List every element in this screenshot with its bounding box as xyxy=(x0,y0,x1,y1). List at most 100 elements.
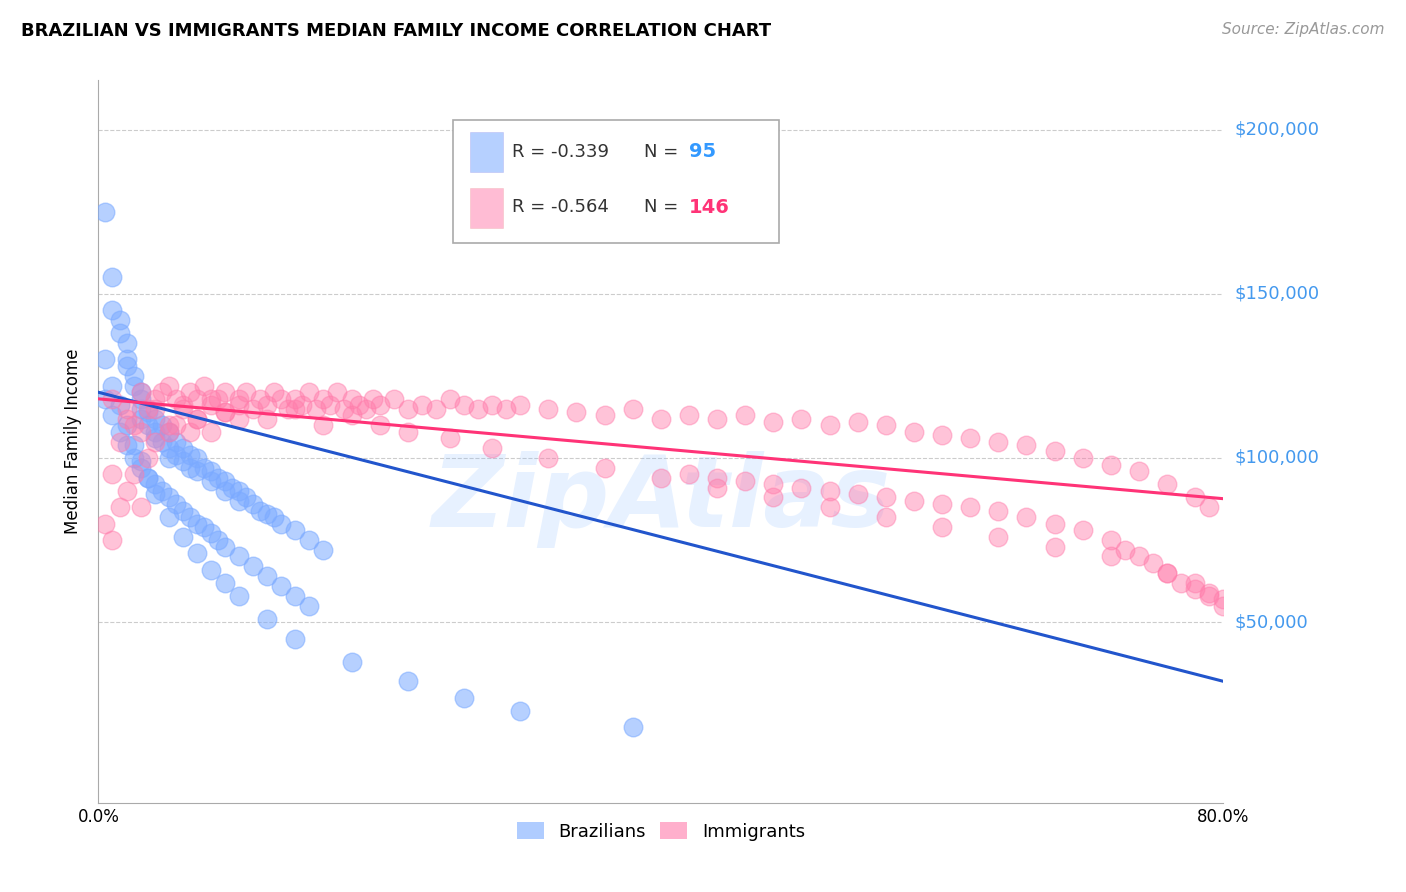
Point xyxy=(284,401,307,416)
Point xyxy=(186,411,208,425)
FancyBboxPatch shape xyxy=(470,132,503,172)
Point xyxy=(172,503,194,517)
Point xyxy=(1015,510,1038,524)
Point xyxy=(270,579,292,593)
Point xyxy=(495,401,517,416)
Point xyxy=(115,411,138,425)
Point xyxy=(143,431,166,445)
Point xyxy=(242,497,264,511)
FancyBboxPatch shape xyxy=(453,120,779,243)
Point xyxy=(157,378,180,392)
Point xyxy=(284,632,307,646)
Point xyxy=(340,392,363,406)
Point xyxy=(157,491,180,505)
Point xyxy=(818,500,841,515)
Point xyxy=(1099,549,1122,564)
Point xyxy=(1099,533,1122,547)
Point xyxy=(298,599,321,613)
Point xyxy=(1128,549,1150,564)
Point xyxy=(150,434,173,449)
Point xyxy=(200,425,222,439)
Point xyxy=(214,405,236,419)
Point xyxy=(256,411,278,425)
Point xyxy=(136,471,159,485)
Point xyxy=(425,401,447,416)
Point xyxy=(1114,542,1136,557)
Point xyxy=(1184,575,1206,590)
Point xyxy=(818,483,841,498)
Point xyxy=(846,487,869,501)
Text: BRAZILIAN VS IMMIGRANTS MEDIAN FAMILY INCOME CORRELATION CHART: BRAZILIAN VS IMMIGRANTS MEDIAN FAMILY IN… xyxy=(21,22,772,40)
Point xyxy=(200,526,222,541)
Point xyxy=(214,385,236,400)
Text: 95: 95 xyxy=(689,143,716,161)
Point xyxy=(333,401,356,416)
Point xyxy=(537,401,560,416)
Point xyxy=(1184,491,1206,505)
Point xyxy=(249,503,271,517)
Point xyxy=(706,481,728,495)
Point xyxy=(129,385,152,400)
Point xyxy=(298,385,321,400)
Point xyxy=(228,392,250,406)
Point xyxy=(1184,582,1206,597)
Point xyxy=(790,411,813,425)
Point xyxy=(200,563,222,577)
Point xyxy=(143,477,166,491)
Text: $50,000: $50,000 xyxy=(1234,613,1308,632)
Point xyxy=(734,409,756,423)
Point xyxy=(270,516,292,531)
Point xyxy=(312,418,335,433)
Point xyxy=(214,483,236,498)
Point xyxy=(179,425,201,439)
Point xyxy=(186,546,208,560)
Point xyxy=(172,530,194,544)
Point xyxy=(256,612,278,626)
Point xyxy=(221,481,243,495)
Point xyxy=(1015,438,1038,452)
Point xyxy=(235,491,257,505)
Point xyxy=(179,448,201,462)
Point xyxy=(621,720,644,734)
Point xyxy=(101,303,124,318)
Point xyxy=(439,431,461,445)
Point xyxy=(875,510,897,524)
Point xyxy=(157,418,180,433)
Text: N =: N = xyxy=(644,143,683,161)
Point xyxy=(186,392,208,406)
Point xyxy=(122,378,145,392)
Point xyxy=(200,464,222,478)
Point xyxy=(1071,523,1094,537)
Point xyxy=(312,392,335,406)
Point xyxy=(1156,566,1178,580)
Point xyxy=(129,392,152,406)
Point xyxy=(1043,516,1066,531)
Point xyxy=(101,467,124,482)
Point xyxy=(122,467,145,482)
Point xyxy=(172,401,194,416)
Point xyxy=(115,359,138,373)
Point xyxy=(537,450,560,465)
Point xyxy=(354,401,377,416)
Point xyxy=(115,401,138,416)
Point xyxy=(136,450,159,465)
Point xyxy=(214,405,236,419)
Point xyxy=(193,378,215,392)
Point xyxy=(1156,477,1178,491)
Point xyxy=(1198,500,1220,515)
Point xyxy=(136,405,159,419)
Point xyxy=(818,418,841,433)
Point xyxy=(411,398,433,412)
Point xyxy=(1212,592,1234,607)
Point xyxy=(200,392,222,406)
Point xyxy=(143,487,166,501)
Point xyxy=(179,385,201,400)
Point xyxy=(305,401,328,416)
Text: $100,000: $100,000 xyxy=(1234,449,1319,467)
Point xyxy=(439,392,461,406)
Point xyxy=(361,392,384,406)
Point xyxy=(242,559,264,574)
Point xyxy=(186,450,208,465)
Point xyxy=(312,542,335,557)
Point xyxy=(762,477,785,491)
